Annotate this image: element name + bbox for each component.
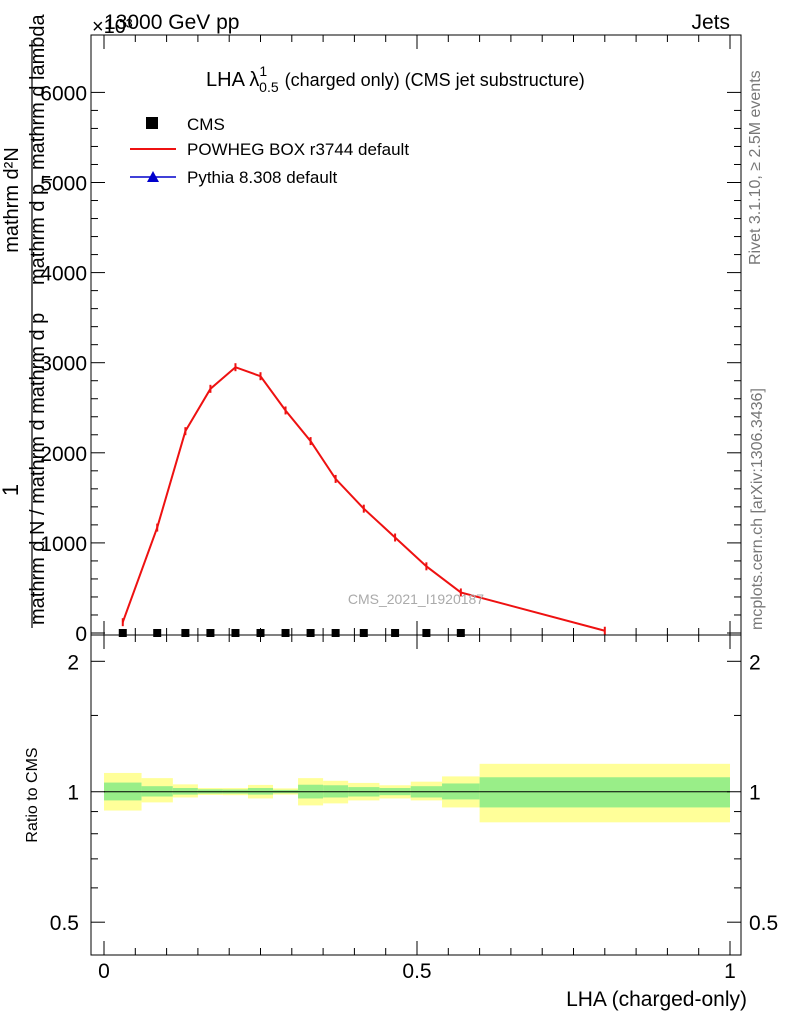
legend: CMS POWHEG BOX r3744 default Pythia 8.30… <box>130 115 409 187</box>
powheg-line <box>121 366 606 632</box>
cms-point <box>331 629 340 637</box>
main-plot-area <box>118 363 606 637</box>
ylabel-numerator2: mathrm d²N <box>1 147 23 253</box>
cms-point <box>306 629 315 637</box>
cms-point <box>456 629 465 637</box>
legend-cms-label: CMS <box>187 115 225 134</box>
x-axis-label: LHA (charged-only) <box>566 988 747 1011</box>
main-ytick-label: 1000 <box>40 533 87 556</box>
ylabel-denominator-text: mathrm d N / mathrm d mathrm d p <box>27 313 49 625</box>
ratio-x-ticks: 0 0.5 1 <box>98 635 736 983</box>
ratio-xtick-label: 1 <box>724 960 736 983</box>
ratio-xtick-label: 0.5 <box>402 960 431 983</box>
title-superscript: 1 <box>259 63 267 79</box>
exponent-label: ×10³ <box>92 16 133 38</box>
ylabel-one: 1 <box>0 484 23 496</box>
main-ytick-label: 6000 <box>40 82 87 105</box>
cms-point <box>231 629 240 637</box>
title-subscript: 0.5 <box>259 79 279 95</box>
cms-point <box>118 629 127 637</box>
ratio-xtick-label: 0 <box>98 960 110 983</box>
rivet-label: Rivet 3.1.10, ≥ 2.5M events <box>747 70 764 265</box>
ratio-frame <box>90 634 742 956</box>
legend-pythia-label: Pythia 8.308 default <box>187 168 338 187</box>
stat-uncertainty-band <box>479 777 730 808</box>
cms-point <box>422 629 431 637</box>
ratio-ytick-label-left: 1 <box>67 782 79 805</box>
ratio-bands <box>104 763 730 823</box>
title-main: LHA λ <box>206 69 259 91</box>
main-ytick-label: 5000 <box>40 173 87 196</box>
jets-label: Jets <box>691 11 730 34</box>
plot-title: LHA λ1 0.5 (charged only) (CMS jet substru… <box>206 63 585 95</box>
main-ytick-label: 3000 <box>40 353 87 376</box>
ylabel-dpt-text: mathrm d p <box>27 184 49 285</box>
legend-pythia-marker <box>147 171 159 182</box>
cms-point <box>256 629 265 637</box>
ratio-ytick-label-right: 1 <box>749 782 761 805</box>
main-ytick-label: 4000 <box>40 263 87 286</box>
cms-point <box>281 629 290 637</box>
main-y-axis-label: 1 mathrm d N / mathrm d mathrm d p mathr… <box>0 14 55 628</box>
ratio-ytick-label-left: 2 <box>67 651 79 674</box>
cms-point <box>153 629 162 637</box>
cms-point <box>181 629 190 637</box>
collision-label: 13000 GeV pp <box>104 11 239 34</box>
legend-cms-marker <box>146 117 158 129</box>
legend-powheg-label: POWHEG BOX r3744 default <box>187 140 409 159</box>
watermark: CMS_2021_I1920187 <box>348 591 484 607</box>
title-rest: (charged only) (CMS jet substructure) <box>285 70 585 90</box>
main-ytick-label: 2000 <box>40 443 87 466</box>
ratio-y-ticks: 0.5 0.5 1 1 2 2 <box>50 651 778 935</box>
ratio-ytick-label-right: 2 <box>749 651 761 674</box>
ylabel-denominator: mathrm d N / mathrm d mathrm d p <box>27 313 49 625</box>
mcplots-label: mcplots.cern.ch [arXiv:1306.3436] <box>749 388 766 630</box>
ylabel-lambda: mathrm d lambda <box>27 14 49 170</box>
ratio-panel: 0.5 0.51 12 2 0 0.5 1 Ratio to CMS LHA (charg… <box>24 634 778 1011</box>
ratio-ytick-label-left: 0.5 <box>50 912 79 935</box>
ylabel-subscript: T <box>39 175 55 184</box>
cms-point <box>391 629 400 637</box>
cms-point <box>206 629 215 637</box>
ratio-ytick-label-right: 0.5 <box>749 912 778 935</box>
main-y-ticks: 0 1000 2000 3000 4000 5000 6000 <box>40 35 741 646</box>
cms-point <box>359 629 368 637</box>
main-ytick-label: 0 <box>75 623 87 646</box>
ratio-y-label: Ratio to CMS <box>24 747 41 842</box>
